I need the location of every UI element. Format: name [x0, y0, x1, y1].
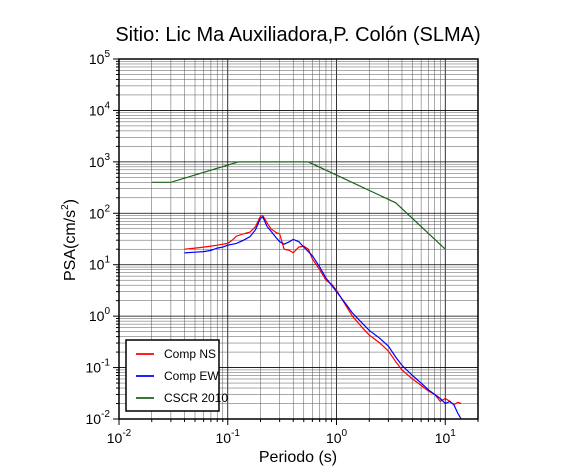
legend-label: Comp EW [164, 369, 219, 383]
y-axis-label: PSA(cm/s2) [60, 199, 79, 281]
legend-label: Comp NS [164, 347, 216, 361]
x-tick-label: 10-1 [216, 428, 241, 446]
y-tick-label: 105 [89, 49, 111, 67]
y-tick-label: 10-2 [86, 409, 111, 427]
y-axis-label-exp: 2 [60, 204, 71, 210]
y-tick-label: 10-1 [86, 358, 111, 376]
y-axis-label-end: ) [62, 199, 79, 204]
chart-title: Sitio: Lic Ma Auxiliadora,P. Colón (SLMA… [115, 24, 480, 46]
y-tick-label: 100 [89, 306, 111, 324]
legend-label: CSCR 2010 [164, 391, 228, 405]
series-layer [151, 161, 462, 419]
legend: Comp NS Comp EW CSCR 2010 [125, 339, 228, 412]
x-tick-label: 100 [326, 428, 348, 446]
plot-frame [118, 58, 479, 420]
series-line-1 [184, 216, 462, 419]
y-tick-label: 103 [89, 152, 111, 170]
x-tick-label: 101 [435, 428, 457, 446]
y-tick-label: 101 [89, 255, 111, 273]
y-tick-label: 104 [89, 100, 111, 118]
x-axis-label: Periodo (s) [259, 449, 337, 466]
x-tick-label: 10-2 [107, 428, 132, 446]
series-line-0 [184, 214, 462, 406]
y-axis-label-base: PSA(cm/s [62, 210, 79, 281]
series-line-2 [151, 161, 446, 250]
y-tick-label: 102 [89, 203, 111, 221]
tick-labels: 10-2 10-1 100 101 10-2 10-1 100 101 102 103 104 105 [86, 49, 457, 446]
axis-ticks [113, 58, 479, 425]
